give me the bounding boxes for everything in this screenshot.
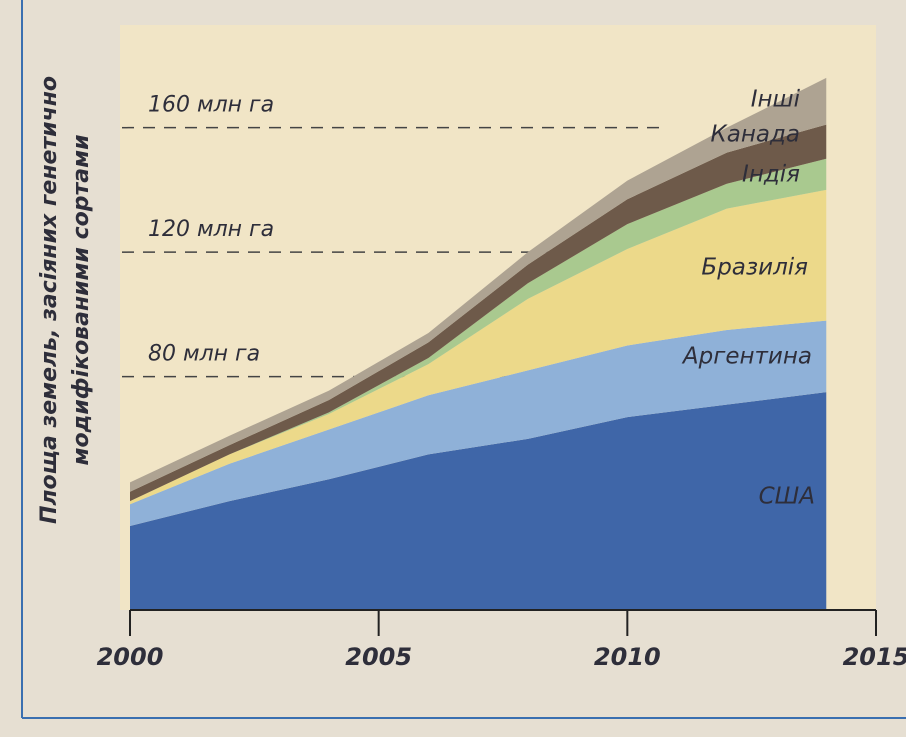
area bbox=[130, 124, 827, 502]
area bbox=[130, 320, 827, 526]
x-axis: 2000 2005 2010 2015 bbox=[97, 609, 906, 671]
area bbox=[130, 77, 827, 492]
x-tick-label: 2010 bbox=[594, 643, 661, 671]
y-axis-label: Площа земель, засіяних генетично bbox=[37, 76, 62, 524]
x-tick-label: 2000 bbox=[97, 643, 164, 671]
y-tick-label: 120 млн га bbox=[148, 217, 274, 242]
y-axis-label: модифікованими сортами bbox=[69, 134, 94, 465]
series-label: Бразилія bbox=[701, 255, 808, 281]
series-label: США bbox=[759, 484, 815, 510]
area bbox=[130, 392, 827, 610]
x-tick-label: 2015 bbox=[843, 643, 906, 671]
area bbox=[130, 158, 827, 502]
area bbox=[130, 189, 827, 505]
y-tick-label: 80 млн га bbox=[148, 342, 260, 367]
series-label: Інші bbox=[751, 87, 801, 113]
series-label: Індія bbox=[742, 162, 800, 188]
grid: 80 млн га 120 млн га 160 млн га bbox=[122, 93, 660, 378]
x-tick-label: 2005 bbox=[345, 643, 412, 671]
areas bbox=[130, 77, 827, 610]
y-tick-label: 160 млн га bbox=[148, 93, 274, 118]
series-label: Канада bbox=[710, 122, 800, 148]
series-label: Аргентина bbox=[681, 344, 812, 370]
